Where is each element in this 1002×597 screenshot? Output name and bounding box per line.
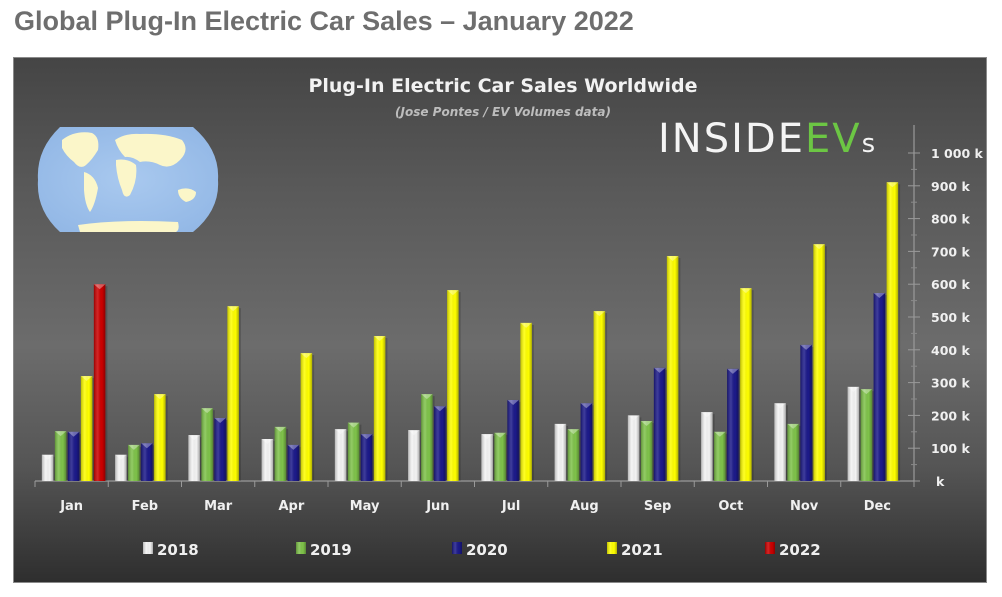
- bar-2021-Jan: [80, 376, 95, 481]
- legend-item-2022: 2022: [765, 541, 821, 559]
- y-tick-label: 600 k: [931, 277, 970, 292]
- x-tick-label: Oct: [718, 499, 743, 514]
- x-tick-label: Apr: [278, 499, 304, 514]
- bar-2020-Sep: [653, 367, 668, 481]
- x-tick-label: May: [350, 499, 380, 514]
- y-tick-label: 300 k: [931, 376, 970, 391]
- bar-2018-Sep: [627, 415, 642, 481]
- legend-label: 2022: [779, 541, 821, 559]
- bar-2021-Apr: [300, 353, 315, 481]
- x-tick-label: Jun: [425, 499, 449, 514]
- bar-2021-Mar: [227, 306, 241, 481]
- svg-text:INSIDEEVs: INSIDEEVs: [658, 116, 877, 162]
- bar-2018-Aug: [554, 423, 569, 481]
- legend-item-2020: 2020: [452, 541, 508, 559]
- bar-2020-Nov: [800, 344, 814, 481]
- y-tick-label: 100 k: [931, 441, 970, 456]
- bar-2018-Dec: [847, 386, 862, 481]
- bar-2021-Nov: [813, 244, 827, 481]
- legend-label: 2018: [157, 541, 199, 559]
- bar-2020-Jan: [67, 431, 82, 481]
- bar-2020-Oct: [727, 368, 741, 481]
- bar-2019-Oct: [714, 431, 728, 481]
- legend-item-2021: 2021: [607, 541, 663, 559]
- bar-2019-Mar: [201, 408, 215, 481]
- bar-2020-Mar: [214, 418, 228, 481]
- x-tick-label: Aug: [570, 499, 599, 514]
- bar-2020-Jul: [507, 399, 521, 481]
- legend-label: 2021: [621, 541, 663, 559]
- y-tick-label: 1 000 k: [931, 146, 983, 161]
- bar-2019-Apr: [274, 426, 289, 481]
- y-tick-label: 200 k: [931, 408, 970, 423]
- bar-2019-May: [347, 422, 362, 481]
- x-tick-label: Jul: [501, 499, 521, 514]
- bar-2018-May: [334, 429, 349, 481]
- x-tick-label: Dec: [864, 499, 891, 514]
- bar-2021-Feb: [154, 394, 168, 481]
- y-tick-label: 700 k: [931, 244, 970, 259]
- bar-2019-Feb: [128, 444, 142, 481]
- bar-2020-Apr: [287, 444, 302, 481]
- insideevs-logo: INSIDEEVs: [658, 116, 877, 162]
- logo-text-green: EV: [805, 116, 862, 162]
- y-tick-label: 400 k: [931, 343, 970, 358]
- page-title: Global Plug-In Electric Car Sales – Janu…: [14, 6, 634, 36]
- bar-2020-Dec: [873, 293, 888, 481]
- bar-2021-May: [373, 336, 388, 481]
- x-tick-label: Mar: [204, 499, 233, 514]
- y-tick-label: 800 k: [931, 212, 970, 227]
- x-tick-label: Nov: [790, 499, 819, 514]
- bar-2019-Jan: [54, 431, 69, 481]
- bar-2020-Jun: [434, 406, 448, 481]
- bar-2018-Apr: [261, 439, 276, 481]
- bar-2018-Oct: [701, 412, 715, 481]
- bar-2019-Nov: [787, 423, 801, 481]
- legend-label: 2020: [466, 541, 508, 559]
- bar-2018-Jun: [408, 430, 422, 481]
- bar-2020-May: [360, 434, 375, 481]
- bar-2018-Mar: [188, 435, 202, 481]
- bar-2018-Feb: [115, 454, 129, 481]
- logo-text-white: INSIDE: [658, 116, 805, 162]
- legend-item-2018: 2018: [143, 541, 199, 559]
- bar-2021-Jun: [447, 290, 461, 481]
- bar-2020-Aug: [580, 403, 595, 481]
- x-tick-label: Jan: [59, 499, 83, 514]
- bar-2019-Jun: [421, 394, 435, 481]
- bar-2021-Aug: [593, 311, 608, 481]
- legend-item-2019: 2019: [296, 541, 352, 559]
- bar-2019-Jul: [494, 432, 508, 481]
- y-tick-label: 900 k: [931, 179, 970, 194]
- chart-title: Plug-In Electric Car Sales Worldwide: [308, 75, 697, 97]
- bar-2019-Sep: [640, 420, 655, 481]
- legend-label: 2019: [310, 541, 352, 559]
- bar-2019-Aug: [567, 429, 582, 481]
- bar-2021-Dec: [886, 182, 901, 481]
- y-tick-label: k: [936, 474, 945, 489]
- bar-2022-Jan: [93, 284, 108, 481]
- world-map-icon: [37, 127, 219, 232]
- bar-2020-Feb: [141, 443, 155, 481]
- x-tick-label: Sep: [644, 499, 672, 514]
- bar-2018-Jul: [481, 434, 495, 481]
- bar-2021-Oct: [740, 288, 754, 481]
- chart-subtitle: (Jose Pontes / EV Volumes data): [395, 105, 611, 119]
- x-tick-label: Feb: [132, 499, 158, 514]
- bar-2018-Jan: [41, 454, 56, 481]
- logo-text-small: s: [862, 129, 878, 159]
- bar-2021-Jul: [520, 322, 534, 481]
- bar-2019-Dec: [860, 389, 875, 481]
- y-tick-label: 500 k: [931, 310, 970, 325]
- bar-2018-Nov: [774, 403, 788, 481]
- bar-2021-Sep: [666, 255, 681, 481]
